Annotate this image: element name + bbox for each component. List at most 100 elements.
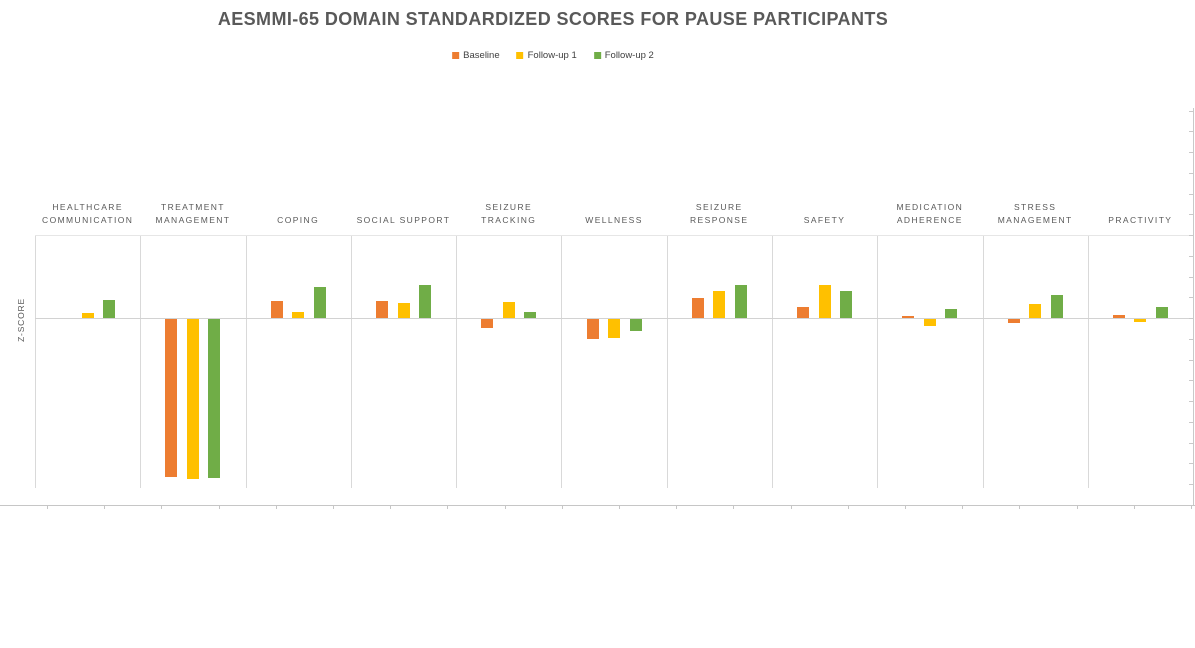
bar-follow-up-2 (103, 299, 116, 318)
value-axis-tick (1189, 193, 1193, 195)
value-axis-tick (1189, 401, 1193, 402)
gridline-vertical (771, 235, 773, 488)
bar-baseline (270, 300, 283, 318)
legend-label-followup1: Follow-up 1 (527, 50, 577, 61)
category-label: SEIZURE TRACKING (456, 186, 561, 226)
gridline-vertical (456, 235, 458, 488)
bottom-axis-tick (1076, 506, 1078, 509)
bottom-axis-tick (104, 506, 106, 509)
bar-follow-up-2 (419, 284, 431, 318)
category-label-line: SAFETY (803, 214, 846, 225)
bar-follow-up-2 (1155, 307, 1168, 318)
bar-follow-up-1 (502, 302, 515, 318)
value-axis-tick (1189, 338, 1193, 340)
bottom-axis-tick (161, 506, 163, 509)
legend-item-baseline: Baseline (452, 50, 500, 61)
category-label: HEALTHCARE COMMUNICATION (35, 186, 140, 226)
legend-swatch-followup1 (516, 52, 524, 59)
category-label-line: COPING (277, 214, 320, 225)
bar-follow-up-2 (840, 291, 852, 318)
legend-swatch-baseline (452, 52, 460, 59)
category-label: SOCIAL SUPPORT (351, 186, 456, 226)
bar-baseline (481, 319, 494, 329)
bottom-axis-tick (790, 506, 792, 509)
category-label-line: WELLNESS (585, 214, 643, 225)
value-axis-tick (1189, 421, 1193, 423)
bottom-axis-tick (962, 506, 964, 509)
value-axis-tick (1189, 110, 1193, 112)
bar-follow-up-1 (292, 312, 305, 318)
bar-follow-up-1 (713, 291, 726, 318)
bottom-axis-tick (218, 506, 220, 509)
bar-follow-up-2 (945, 308, 958, 318)
bar-baseline (691, 298, 704, 318)
category-label: WELLNESS (561, 186, 666, 226)
value-axis-tick (1189, 255, 1193, 257)
bar-baseline (376, 301, 388, 318)
bar-follow-up-1 (818, 284, 831, 318)
gridline-vertical (877, 235, 879, 488)
value-axis-tick (1189, 297, 1193, 299)
gridline-vertical (982, 235, 984, 488)
category-label: SAFETY (772, 186, 877, 226)
bar-baseline (902, 315, 915, 318)
legend-item-followup2: Follow-up 2 (593, 50, 654, 61)
legend-swatch-followup2 (593, 52, 601, 59)
category-label-line: MANAGEMENT (997, 214, 1073, 225)
gridline-vertical (561, 235, 563, 488)
gridline-vertical (1087, 235, 1089, 488)
value-axis-tick (1189, 318, 1193, 319)
bottom-axis-tick (1133, 506, 1135, 509)
bar-follow-up-2 (208, 319, 221, 478)
bar-follow-up-2 (524, 312, 537, 318)
bar-follow-up-2 (734, 284, 747, 318)
value-axis-line (1193, 108, 1194, 505)
bar-baseline (586, 319, 599, 339)
gridline-vertical (666, 235, 668, 488)
gridline-vertical (350, 235, 352, 488)
value-axis-tick (1189, 484, 1193, 485)
bottom-axis-line (0, 505, 1195, 506)
legend-label-followup2: Follow-up 2 (604, 50, 654, 61)
category-label: TREATMENT MANAGEMENT (140, 186, 245, 226)
plot-top-border (35, 235, 1193, 236)
category-label-line: TREATMENT (160, 202, 225, 213)
value-axis-tick (1189, 152, 1193, 153)
category-label-line: ADHERENCE (896, 214, 963, 225)
category-label-line: SEIZURE (485, 202, 533, 213)
legend-item-followup1: Follow-up 1 (516, 50, 577, 61)
category-label: STRESS MANAGEMENT (983, 186, 1088, 226)
category-label-line: RESPONSE (690, 214, 749, 225)
category-label: SEIZURE RESPONSE (667, 186, 772, 226)
bottom-axis-tick (275, 506, 277, 509)
legend: Baseline Follow-up 1 Follow-up 2 (452, 50, 654, 61)
bottom-axis-tick (676, 506, 678, 509)
bar-follow-up-1 (1029, 303, 1042, 318)
bar-baseline (165, 319, 178, 477)
category-label-line: TRACKING (481, 214, 537, 225)
value-axis-tick (1189, 235, 1193, 236)
category-label: PRACTIVITY (1088, 186, 1193, 226)
bottom-axis-tick (447, 506, 449, 509)
gridline-vertical (245, 235, 247, 488)
value-axis-tick (1189, 380, 1193, 382)
category-label-line: SOCIAL SUPPORT (356, 214, 451, 225)
bar-follow-up-1 (397, 303, 410, 318)
category-label-line: COMMUNICATION (42, 214, 134, 225)
bottom-axis-tick (47, 506, 48, 509)
category-label-line: HEALTHCARE (52, 202, 123, 213)
bar-follow-up-1 (81, 313, 94, 318)
bottom-axis-tick (619, 506, 620, 509)
bottom-axis-tick (1191, 506, 1192, 509)
category-label-line: SEIZURE (695, 202, 743, 213)
category-label-line: MEDICATION (896, 202, 964, 213)
bar-follow-up-2 (313, 286, 326, 318)
value-axis-tick (1189, 359, 1193, 361)
bar-baseline (1007, 319, 1020, 324)
value-axis-tick (1189, 131, 1193, 133)
value-axis-tick (1189, 442, 1193, 444)
bottom-axis-tick (333, 506, 334, 509)
value-axis-tick (1189, 214, 1193, 216)
